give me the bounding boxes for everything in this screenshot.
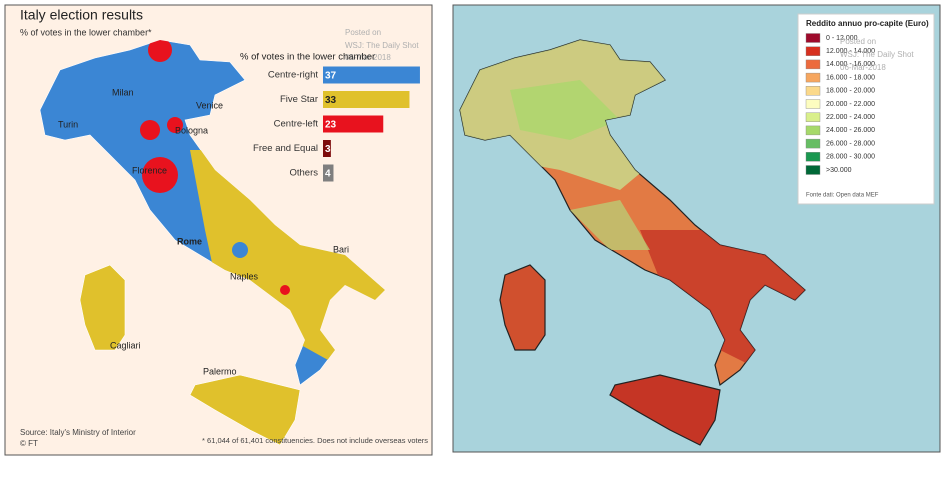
- legend-label: 24.000 - 26.000: [826, 127, 875, 134]
- value-label: 37: [325, 71, 337, 82]
- watermark: WSJ: The Daily Shot: [345, 41, 419, 50]
- legend-box: [797, 13, 935, 205]
- city-label: Milan: [112, 87, 134, 97]
- city-label: Bari: [333, 244, 349, 254]
- legend-label: 20.000 - 22.000: [826, 101, 875, 108]
- bar: [323, 164, 334, 182]
- watermark: Posted on: [345, 28, 381, 37]
- value-label: 33: [325, 95, 337, 106]
- legend-label: 12.000 - 14.000: [826, 48, 875, 55]
- watermark: 06-Mar-2018: [345, 53, 391, 62]
- legend-label: 16.000 - 18.000: [826, 74, 875, 81]
- legend-label: 0 - 12.000: [826, 35, 858, 42]
- bar-chart: Centre-right 37 Five Star 33 Centre-left 23 Fr…: [253, 66, 420, 182]
- legend-label: 26.000 - 28.000: [826, 140, 875, 147]
- legend-swatch: [805, 125, 821, 136]
- subtitle: % of votes in the lower chamber*: [20, 27, 152, 37]
- category-label: Centre-left: [274, 119, 319, 130]
- city-label: Turin: [58, 119, 78, 129]
- legend-label: 14.000 - 16.000: [826, 61, 875, 68]
- category-label: Others: [289, 168, 318, 179]
- legend-swatch: [805, 46, 821, 56]
- city-label: Venice: [196, 100, 223, 110]
- watermark: Posted on: [840, 37, 876, 46]
- city-label: Rome: [177, 236, 202, 246]
- legend-swatch: [805, 112, 821, 122]
- legend-swatch: [805, 138, 821, 149]
- legend-swatch: [805, 165, 821, 175]
- legend-label: 18.000 - 20.000: [826, 88, 875, 95]
- city-label: Cagliari: [110, 340, 141, 350]
- legend-swatch: [805, 59, 821, 70]
- legend: 0 - 12.000 12.000 - 14.000 14.000 - 16.000…: [805, 33, 875, 175]
- category-label: Free and Equal: [253, 143, 318, 154]
- city-label: Palermo: [203, 366, 237, 376]
- value-label: 3: [325, 144, 331, 155]
- credit: © FT: [20, 439, 38, 448]
- city-label: Florence: [132, 165, 167, 175]
- legend-swatch: [805, 86, 821, 96]
- source: Source: Italy's Ministry of Interior: [20, 428, 136, 437]
- legend-label: 22.000 - 24.000: [826, 114, 875, 121]
- legend-title: Reddito annuo pro-capite (Euro): [806, 19, 929, 28]
- category-label: Five Star: [280, 94, 318, 105]
- footnote: * 61,044 of 61,401 constituencies. Does …: [202, 436, 428, 445]
- city-label: Bologna: [175, 125, 208, 135]
- city-label: Naples: [230, 271, 259, 281]
- legend-label: >30.000: [826, 167, 852, 174]
- watermark: WSJ: The Daily Shot: [840, 50, 914, 59]
- watermark: 06-Mar-2018: [840, 63, 886, 72]
- title: Italy election results: [20, 7, 143, 23]
- legend-swatch: [805, 99, 821, 109]
- bar: [323, 140, 331, 157]
- legend-swatch: [805, 72, 821, 83]
- bar: [323, 91, 410, 108]
- value-label: 4: [325, 169, 331, 180]
- bar: [323, 66, 420, 84]
- value-label: 23: [325, 120, 337, 131]
- legend-swatch: [805, 33, 821, 43]
- category-label: Centre-right: [268, 70, 319, 81]
- legend-label: 28.000 - 30.000: [826, 154, 875, 161]
- source: Fonte dati: Open data MEF: [806, 193, 879, 199]
- legend-swatch: [805, 152, 821, 162]
- bar: [323, 115, 384, 133]
- bar-chart-title: % of votes in the lower chamber: [240, 52, 375, 63]
